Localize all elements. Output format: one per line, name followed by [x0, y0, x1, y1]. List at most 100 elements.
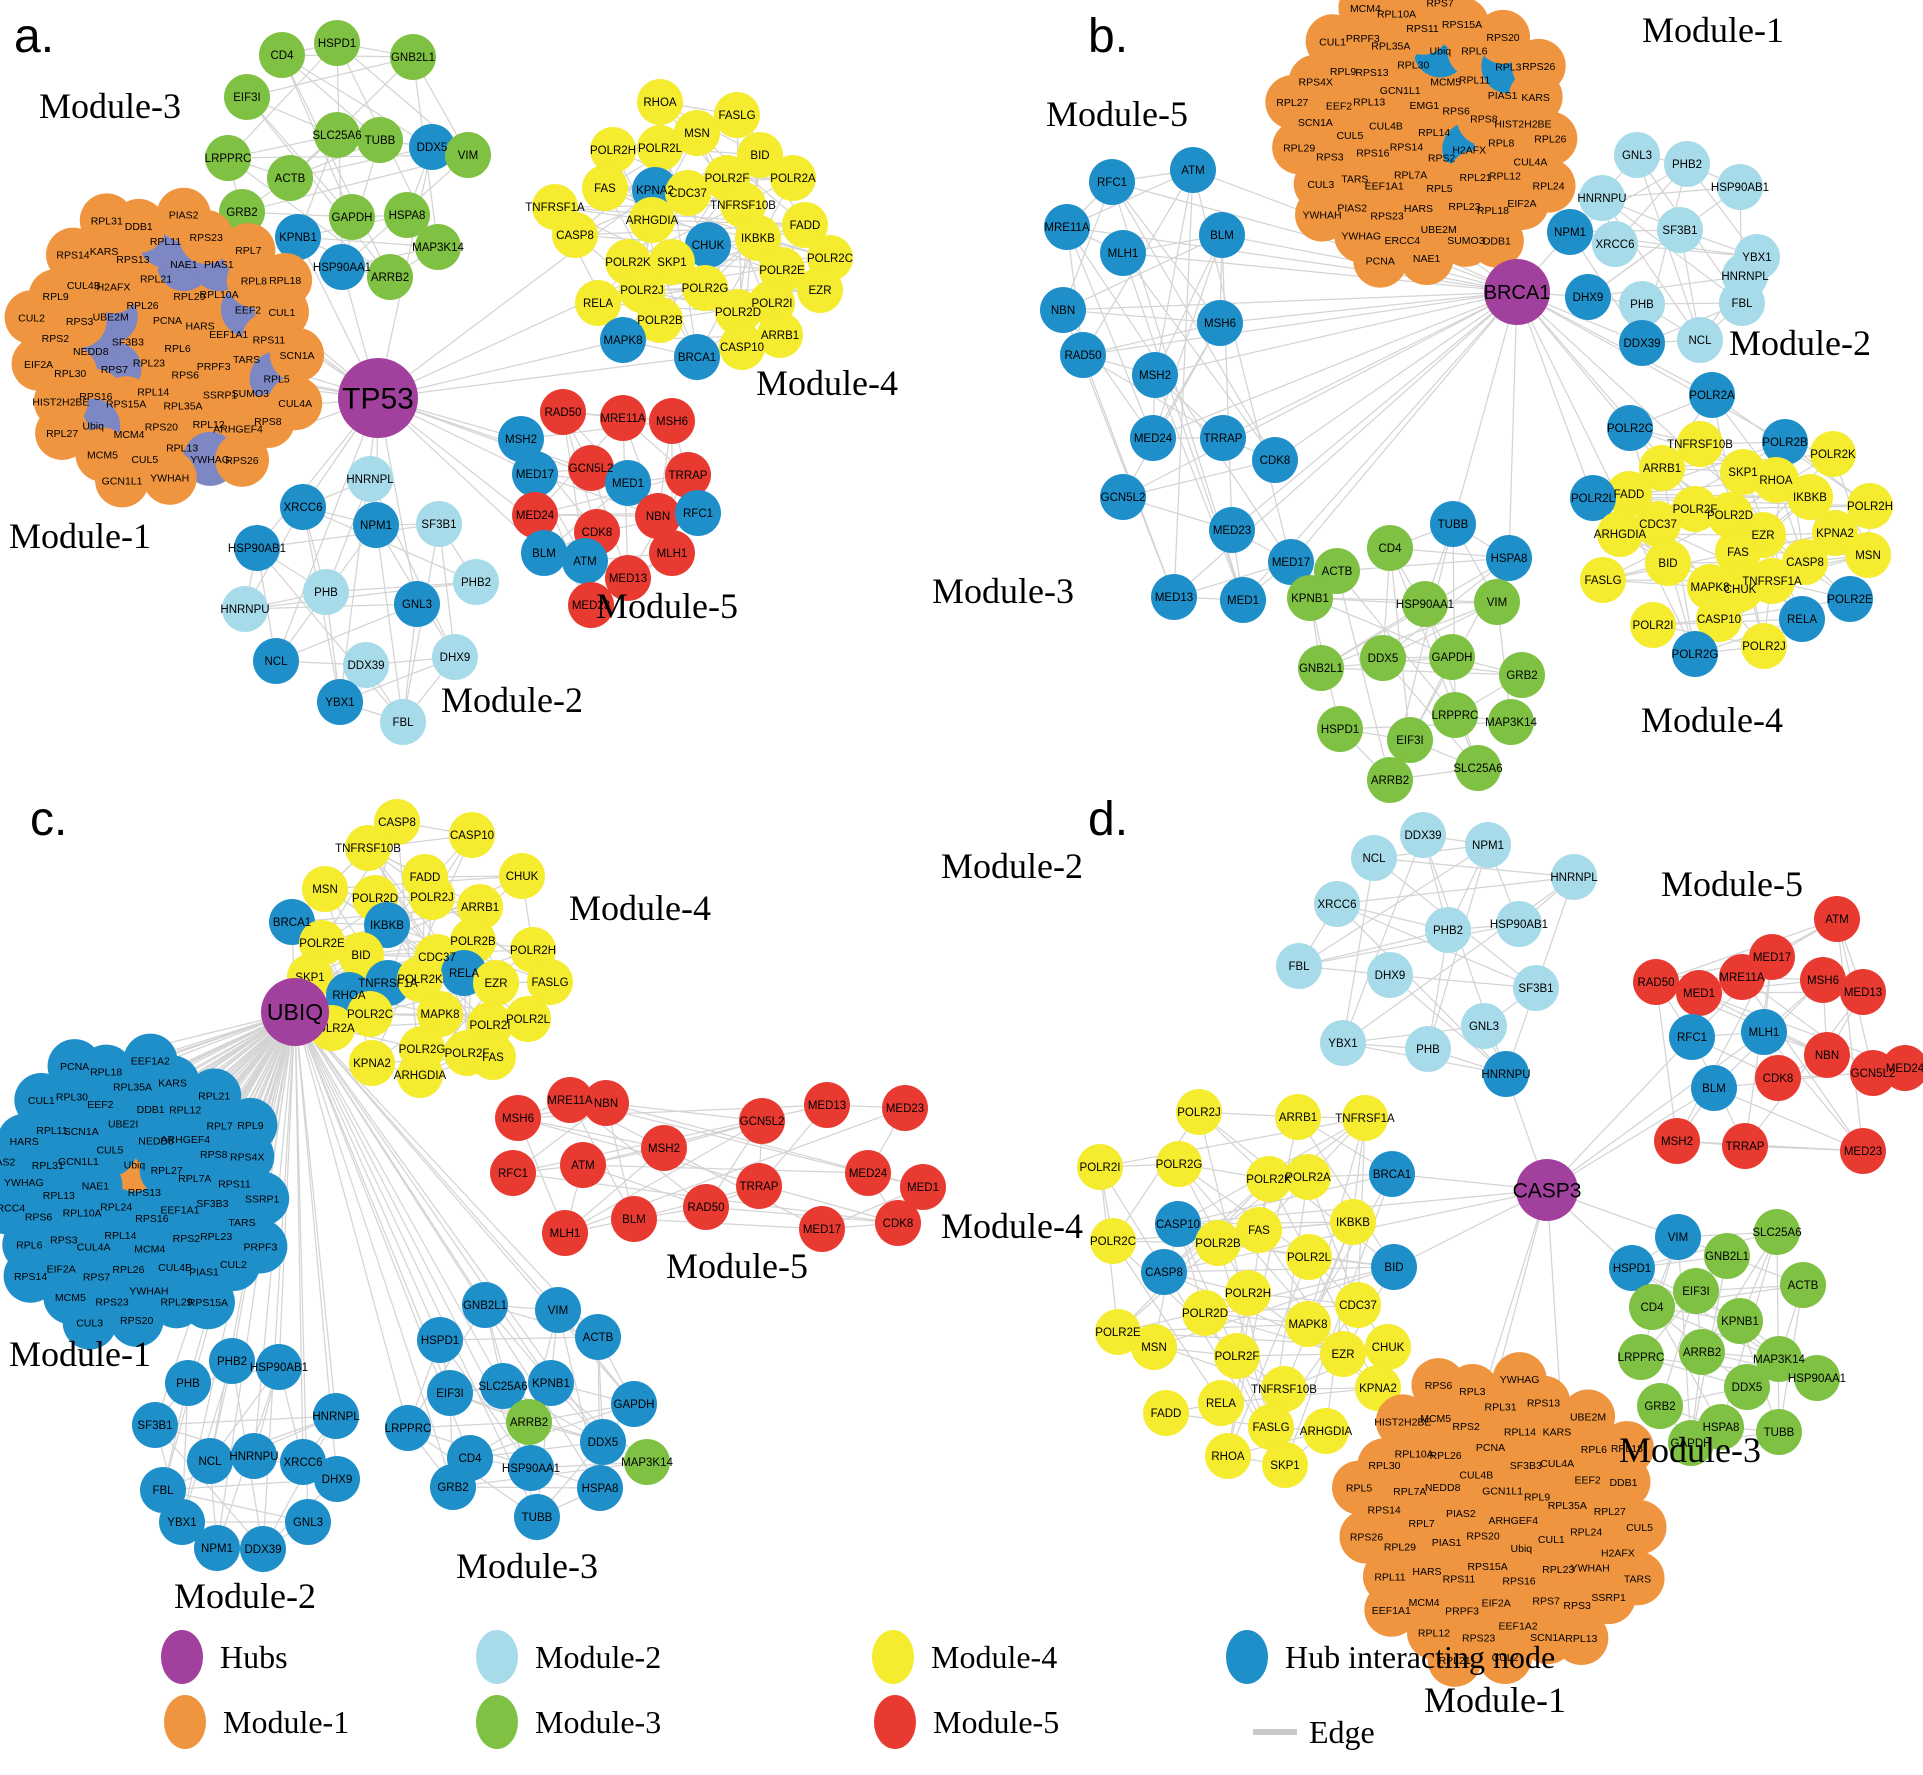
panel-b: RPL14 RPS14 EMG1 RPS2 CUL4B RPS6 RPL7A GCN1L1 H2…: [932, 0, 1893, 803]
node-label: NAE1: [1413, 253, 1441, 265]
network-node: [1787, 474, 1833, 520]
node-label: HIST2H2BE: [32, 396, 89, 408]
node-label: GNB2L1: [463, 1300, 507, 1312]
node-label: POLR2G: [1672, 649, 1719, 661]
network-node: [1672, 486, 1718, 532]
node-label: DHX9: [322, 1474, 353, 1486]
node-label: RFC1: [683, 508, 713, 520]
node-label: RPL23: [133, 358, 165, 370]
network-node: [462, 1282, 508, 1328]
network-node: [568, 445, 614, 491]
node-label: ARRB1: [461, 902, 499, 914]
node-label: RPS20: [1466, 1531, 1499, 1543]
labels: Module-3 Module-1 Module-4 Module-2 Module-5…: [9, 10, 898, 720]
node-label: EZR: [809, 285, 832, 297]
node-label: ARHGEF4: [161, 1134, 211, 1146]
node-label: RPL8: [1488, 138, 1514, 150]
node-label: YWHAG: [190, 454, 230, 466]
legend-swatch: [161, 1630, 203, 1684]
node-label: CASP10: [450, 830, 494, 842]
network-node: [1170, 147, 1216, 193]
legend-item: Module-2: [476, 1630, 661, 1684]
node-label: UBE2M: [1570, 1412, 1606, 1424]
node-label: CUL4B: [1369, 121, 1403, 133]
node-label: MSH6: [1807, 975, 1839, 987]
node-label: EEF2: [1574, 1475, 1600, 1487]
node-label: RELA: [1787, 614, 1817, 626]
network-node: [1580, 557, 1626, 603]
network-node: [1141, 1249, 1187, 1295]
network-node: [1845, 532, 1891, 578]
network-node: [1630, 602, 1676, 648]
node-label: RPL14: [1418, 127, 1450, 139]
node-label: MCM5: [55, 1292, 86, 1304]
node-label: RPS16: [135, 1213, 168, 1225]
node-label: HARS: [1404, 203, 1433, 215]
network-node: [1521, 158, 1576, 213]
network-node: [1483, 1051, 1529, 1097]
network-node: [527, 959, 573, 1005]
network-node: [521, 530, 567, 576]
network-node: [547, 1077, 593, 1123]
node-label: GAPDH: [614, 1399, 655, 1411]
node-label: H2AFX: [1452, 144, 1486, 156]
node-label: H2AFX: [1601, 1547, 1635, 1559]
node-label: RPS11: [218, 1179, 251, 1191]
network-node: [1455, 745, 1501, 791]
node-label: ERCC4: [1385, 235, 1421, 247]
network-node: [109, 1292, 164, 1347]
network-node: [1741, 623, 1787, 669]
node-label: POLR2C: [1090, 1236, 1136, 1248]
node-label: GCN5L2: [740, 1116, 785, 1128]
network-node: [79, 193, 134, 248]
network-node: [280, 484, 326, 530]
node-label: LRPPRC: [1432, 710, 1479, 722]
network-node: [674, 334, 720, 380]
network-node: [600, 317, 646, 363]
node-label: ARRB1: [1279, 1112, 1317, 1124]
node-label: MED13: [808, 1100, 846, 1112]
network-node: [1719, 954, 1765, 1000]
node-label: RPS3: [1316, 151, 1344, 163]
network-node: [1214, 1333, 1260, 1379]
node-label: RHOA: [1211, 1451, 1245, 1463]
node-label: SSRP1: [203, 389, 238, 401]
legend-item: Module-3: [476, 1695, 661, 1749]
node-label: MCM5: [1430, 76, 1461, 88]
node-label: PIAS2: [1446, 1508, 1476, 1520]
node-label: FBL: [1288, 961, 1310, 973]
node-label: RPL31: [32, 1160, 64, 1172]
node-label: POLR2K: [605, 257, 651, 269]
node-label: MCM5: [87, 450, 118, 462]
network-node: [432, 634, 478, 680]
node-label: HSPA8: [1703, 1422, 1740, 1434]
node-label: SKP1: [1270, 1460, 1299, 1472]
node-label: SF3B1: [137, 1420, 172, 1432]
node-label: POLR2B: [637, 315, 683, 327]
node-label: RPS11: [253, 334, 286, 346]
node-label: ATM: [1825, 914, 1848, 926]
node-label: POLR2F: [445, 1048, 490, 1060]
network-node: [1100, 230, 1146, 276]
node-label: PIAS2: [1337, 202, 1367, 214]
node-label: BLM: [532, 548, 556, 560]
node-label: RFC1: [498, 1168, 528, 1180]
node-label: KARS: [158, 1078, 187, 1090]
node-label: KPNB1: [532, 1378, 570, 1390]
network-node: [1360, 635, 1406, 681]
network-node: [142, 450, 197, 505]
node-label: MED23: [1213, 525, 1251, 537]
node-label: NPM1: [360, 520, 392, 532]
node-label: TARS: [1624, 1573, 1651, 1585]
node-label: RPS4X: [1298, 77, 1332, 89]
network-node: [540, 389, 586, 435]
network-node: [1654, 1118, 1700, 1164]
node-label: RHOA: [332, 990, 366, 1002]
node-label: FBL: [392, 717, 414, 729]
node-label: Ubiq: [82, 421, 104, 433]
node-label: MLH1: [550, 1228, 581, 1240]
node-label: BID: [351, 950, 370, 962]
network-node: [600, 395, 646, 441]
network-node: [1220, 577, 1266, 623]
network-node: [498, 416, 544, 462]
